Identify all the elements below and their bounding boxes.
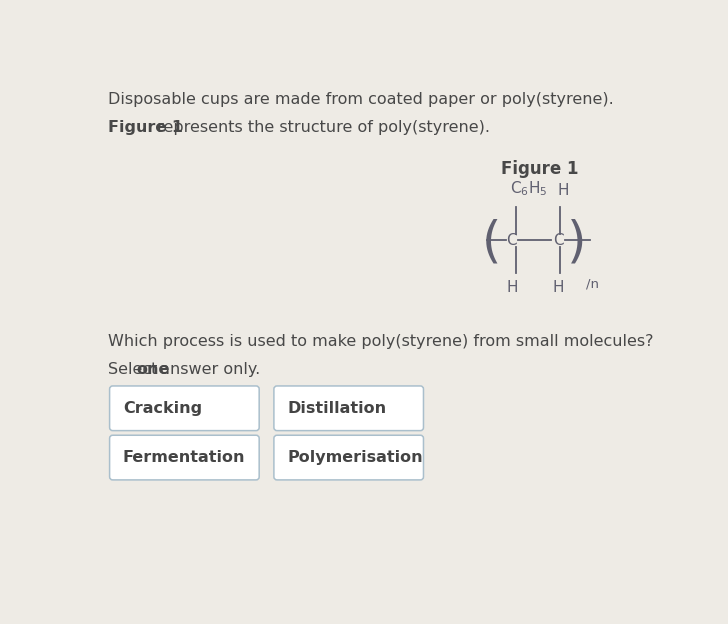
Text: (: ( [482, 219, 502, 266]
Text: Cracking: Cracking [123, 401, 202, 416]
FancyBboxPatch shape [110, 386, 259, 431]
Text: /n: /n [586, 278, 599, 290]
FancyBboxPatch shape [274, 386, 424, 431]
Text: answer only.: answer only. [155, 362, 261, 377]
Text: Figure 1: Figure 1 [501, 160, 579, 178]
Text: Disposable cups are made from coated paper or poly(styrene).: Disposable cups are made from coated pap… [108, 92, 614, 107]
Text: H: H [553, 280, 564, 296]
Text: one: one [137, 362, 170, 377]
Text: Distillation: Distillation [287, 401, 386, 416]
Text: Polymerisation: Polymerisation [287, 450, 423, 465]
FancyBboxPatch shape [110, 436, 259, 480]
Text: C$_6$H$_5$: C$_6$H$_5$ [510, 179, 547, 198]
Text: C: C [553, 233, 563, 248]
Text: C: C [507, 233, 517, 248]
Text: H: H [506, 280, 518, 296]
FancyBboxPatch shape [274, 436, 424, 480]
Text: ): ) [567, 219, 587, 266]
Text: represents the structure of poly(styrene).: represents the structure of poly(styrene… [152, 120, 490, 135]
Text: Fermentation: Fermentation [123, 450, 245, 465]
Text: Figure 1: Figure 1 [108, 120, 183, 135]
Text: Select: Select [108, 362, 162, 377]
Text: Which process is used to make poly(styrene) from small molecules?: Which process is used to make poly(styre… [108, 334, 654, 349]
Text: H: H [558, 183, 569, 198]
